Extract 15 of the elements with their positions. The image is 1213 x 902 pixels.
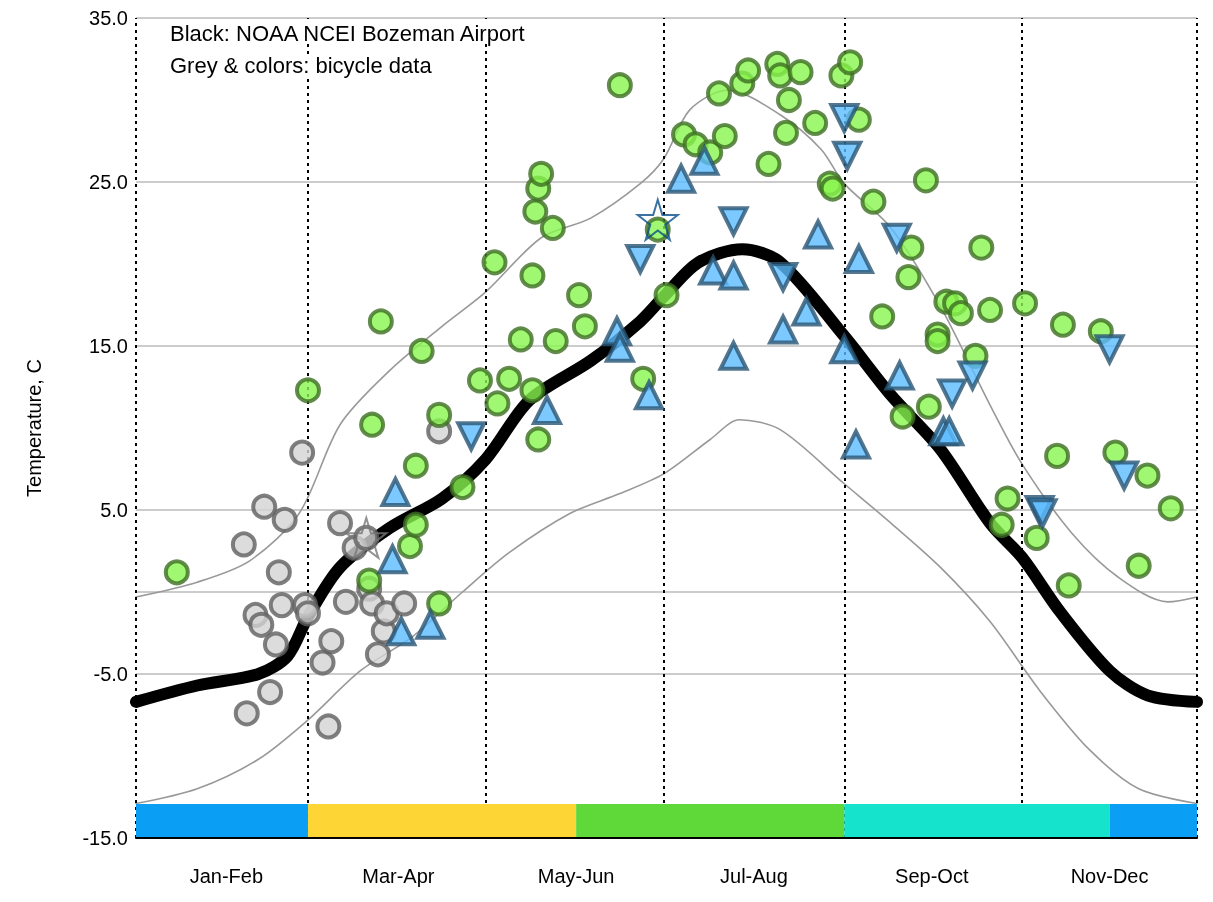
- y-tick-label: 5.0: [100, 499, 128, 521]
- y-tick-label: -5.0: [93, 663, 128, 685]
- y-tick-label: -15.0: [82, 827, 128, 849]
- annotation: Black: NOAA NCEI Bozeman Airport: [170, 20, 525, 46]
- x-tick-label: Jul-Aug: [720, 865, 788, 887]
- y-tick-label: 15.0: [89, 335, 128, 357]
- annotation: Grey & colors: bicycle data: [170, 52, 433, 78]
- x-tick-label: May-Jun: [537, 865, 615, 887]
- y-axis-title: Temperature, C: [23, 359, 45, 497]
- y-tick-label: 35.0: [89, 7, 128, 29]
- x-tick-label: Mar-Apr: [362, 865, 435, 887]
- x-tick-label: Nov-Dec: [1070, 865, 1149, 887]
- x-tick-label: Jan-Feb: [189, 865, 264, 887]
- y-tick-label: 25.0: [89, 171, 128, 193]
- x-tick-label: Sep-Oct: [895, 865, 969, 887]
